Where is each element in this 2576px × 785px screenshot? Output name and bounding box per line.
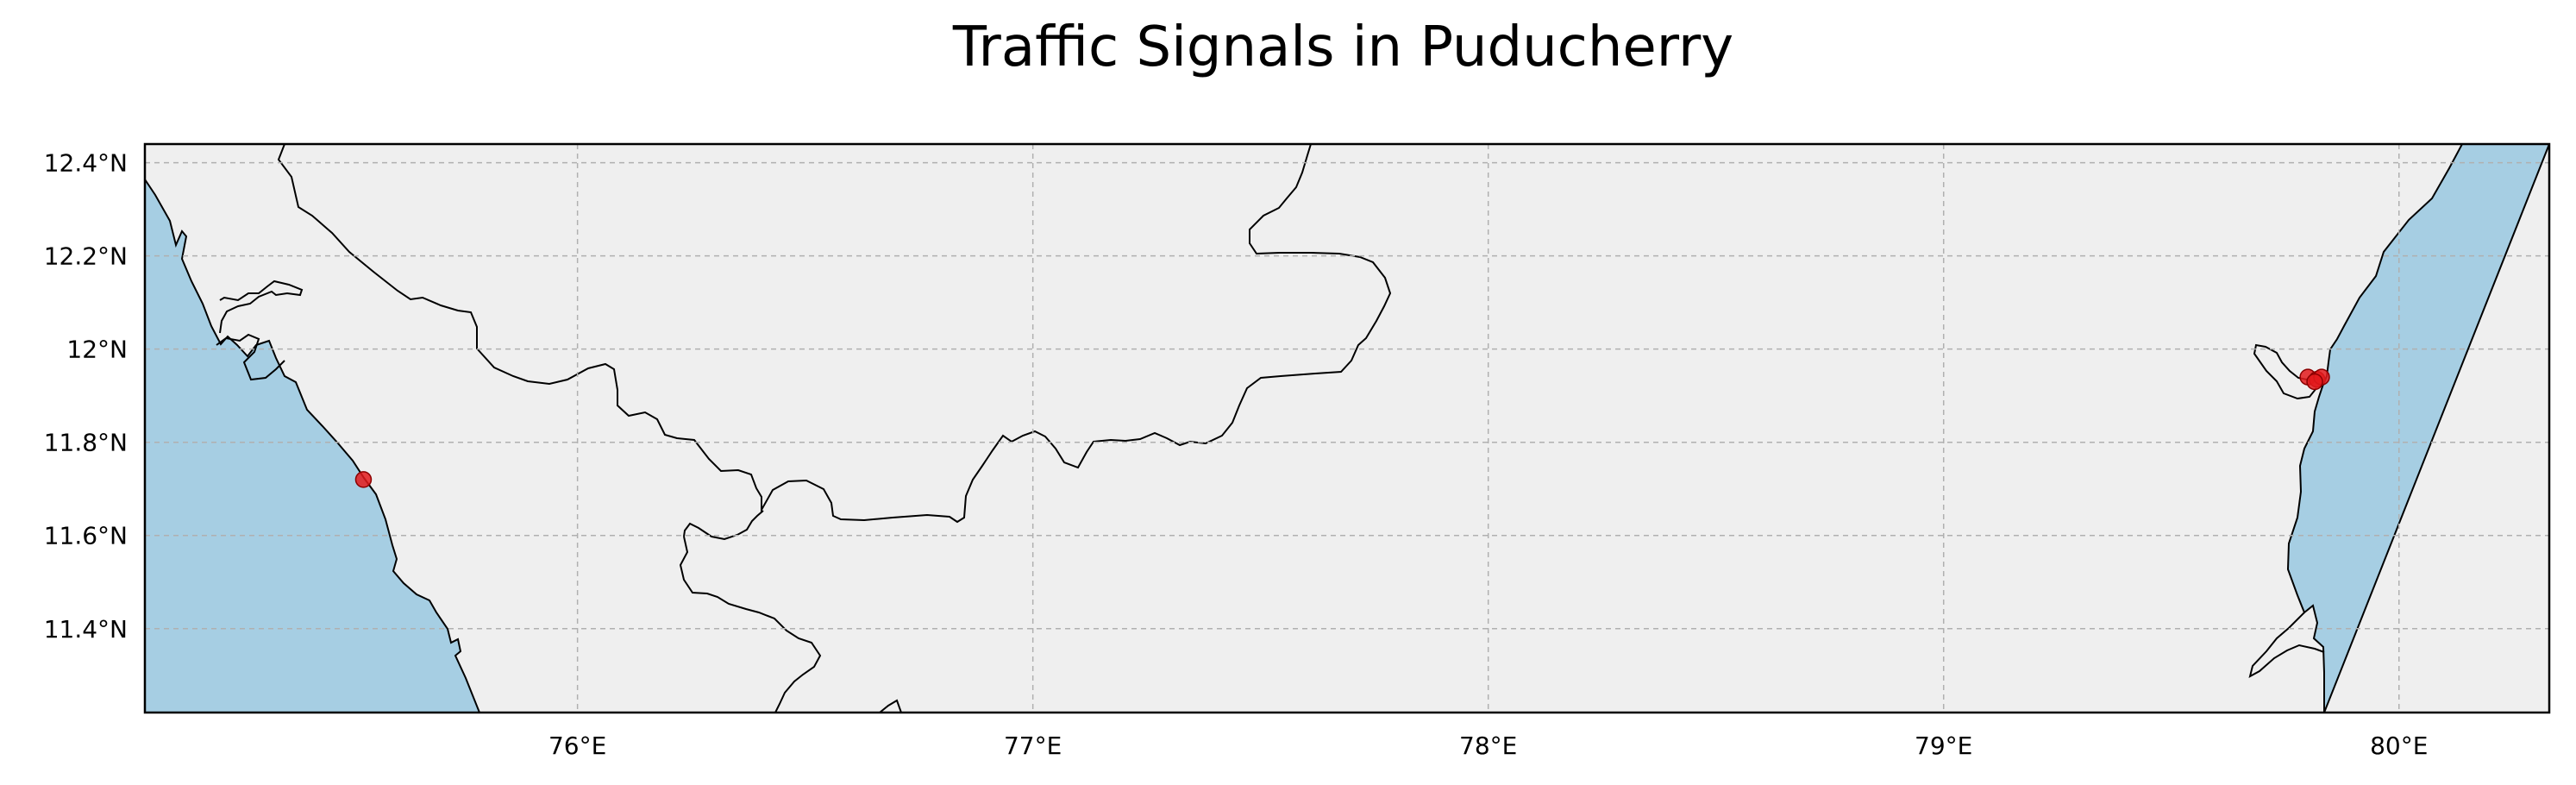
lat-tick-label: 12.4°N bbox=[44, 149, 128, 178]
lat-tick-label: 12°N bbox=[66, 336, 128, 364]
signal-markers bbox=[354, 368, 2330, 488]
lon-tick-label: 76°E bbox=[548, 732, 606, 760]
gridlines bbox=[145, 144, 2549, 713]
lon-tick-label: 80°E bbox=[2370, 732, 2428, 760]
ocean-east bbox=[2286, 144, 2549, 713]
border-lines bbox=[216, 144, 2325, 713]
lat-tick-label: 11.8°N bbox=[44, 429, 128, 457]
lat-tick-label: 12.2°N bbox=[44, 242, 128, 271]
map-title: Traffic Signals in Puducherry bbox=[952, 16, 1734, 79]
lat-tick-label: 11.6°N bbox=[44, 522, 128, 550]
lat-tick-label: 11.4°N bbox=[44, 615, 128, 644]
lon-tick-label: 77°E bbox=[1004, 732, 1062, 760]
longitude-labels: 76°E 77°E 78°E 79°E 80°E bbox=[548, 732, 2428, 760]
lon-tick-label: 79°E bbox=[1915, 732, 1972, 760]
latitude-labels: 12.4°N 12.2°N 12°N 11.8°N 11.6°N 11.4°N bbox=[44, 149, 128, 644]
ocean-west bbox=[145, 178, 481, 713]
traffic-signal-marker[interactable] bbox=[354, 471, 373, 488]
lon-tick-label: 78°E bbox=[1459, 732, 1517, 760]
land-background bbox=[145, 144, 2549, 713]
map-frame bbox=[143, 142, 2551, 714]
traffic-signal-marker[interactable] bbox=[2306, 373, 2323, 391]
